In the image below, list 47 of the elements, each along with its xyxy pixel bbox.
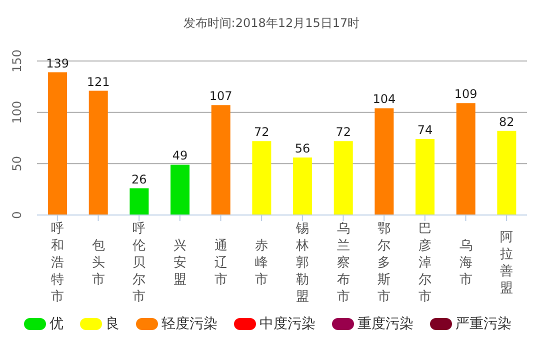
data-label: 82 bbox=[499, 114, 514, 129]
x-tick-label: 乌兰察布市 bbox=[336, 222, 350, 304]
x-tick-label: 乌海市 bbox=[459, 238, 472, 288]
legend-label: 轻度污染 bbox=[162, 315, 218, 333]
data-label: 72 bbox=[254, 125, 270, 140]
x-tick-label: 赤峰市 bbox=[255, 238, 268, 288]
data-label: 56 bbox=[294, 142, 310, 156]
x-tick-label: 呼伦贝尔市 bbox=[132, 222, 146, 304]
chart-title: 发布时间:2018年12月15日17时 bbox=[182, 15, 361, 32]
bar bbox=[252, 141, 272, 215]
data-label: 26 bbox=[132, 172, 147, 186]
y-tick-label: 100 bbox=[10, 100, 24, 124]
legend-label: 严重污染 bbox=[456, 315, 512, 333]
x-tick-label: 包头市 bbox=[92, 238, 105, 288]
data-label: 49 bbox=[172, 148, 188, 163]
data-label: 104 bbox=[372, 92, 396, 106]
bar bbox=[130, 188, 149, 215]
y-tick-label: 150 bbox=[10, 50, 24, 72]
legend-label: 良 bbox=[106, 315, 120, 333]
data-label: 139 bbox=[46, 56, 69, 70]
x-tick-label: 鄂尔多斯市 bbox=[378, 222, 391, 304]
x-tick-label: 通辽市 bbox=[214, 238, 228, 288]
bar bbox=[497, 130, 516, 215]
bar bbox=[374, 108, 394, 215]
bar bbox=[456, 103, 476, 215]
data-label: 72 bbox=[336, 125, 351, 140]
legend-label: 重度污染 bbox=[358, 315, 414, 333]
x-tick-label: 兴安盟 bbox=[173, 238, 186, 288]
legend-label: 中度污染 bbox=[260, 315, 316, 333]
bar bbox=[211, 105, 230, 215]
y-tick-label: 0 bbox=[10, 211, 24, 219]
x-tick-label: 阿拉善盟 bbox=[500, 230, 514, 296]
x-tick-label: 呼和浩特市 bbox=[50, 222, 64, 304]
data-label: 109 bbox=[454, 87, 478, 102]
bar bbox=[88, 90, 108, 215]
bar bbox=[293, 158, 312, 215]
legend-label: 优 bbox=[50, 315, 64, 333]
x-tick-label: 锡林郭勒盟 bbox=[294, 222, 309, 304]
bar bbox=[334, 141, 353, 215]
bar bbox=[48, 72, 68, 215]
bar bbox=[416, 139, 435, 215]
bar bbox=[170, 164, 190, 215]
y-tick-label: 50 bbox=[10, 156, 24, 172]
data-label: 74 bbox=[417, 123, 433, 138]
data-label: 107 bbox=[209, 89, 232, 104]
data-label: 121 bbox=[86, 74, 110, 89]
x-tick-label: 巴彦淖尔市 bbox=[418, 222, 432, 304]
